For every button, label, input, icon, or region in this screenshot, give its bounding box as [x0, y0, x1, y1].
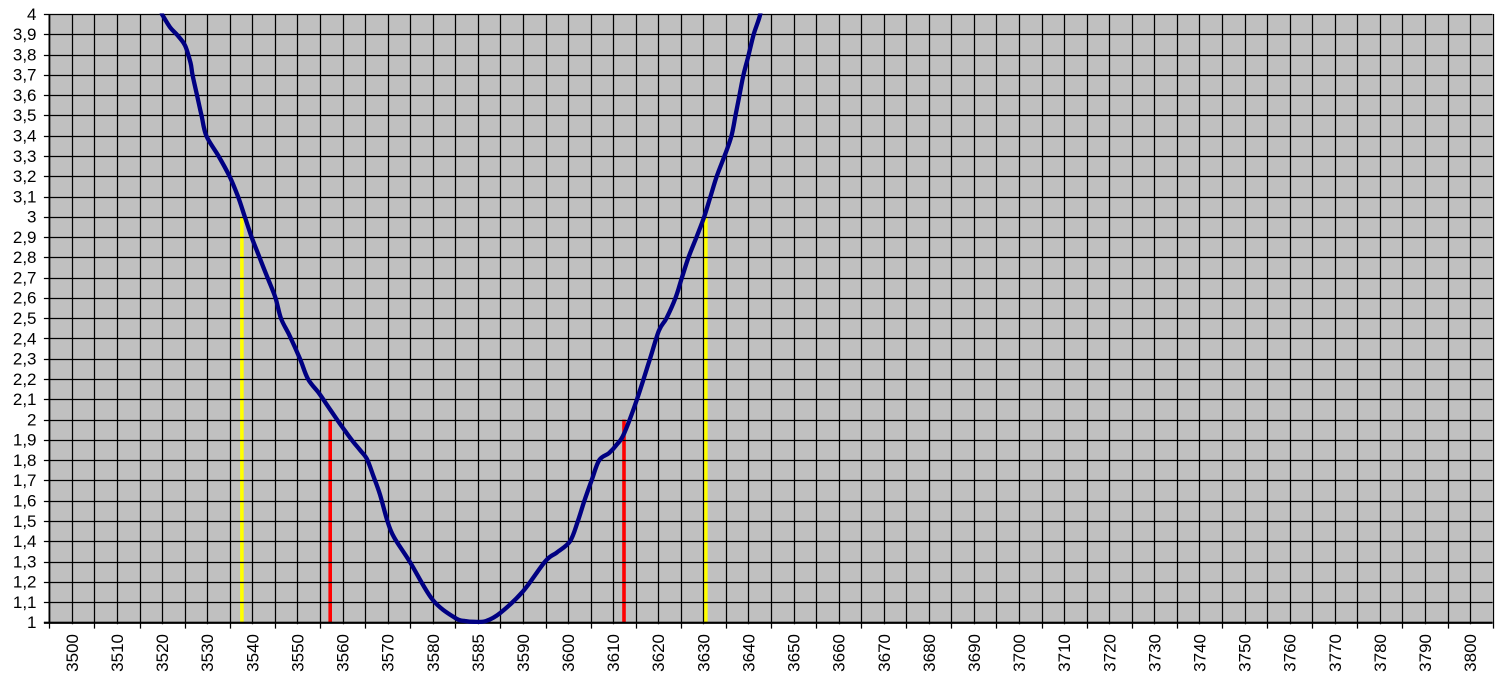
svg-text:1,4: 1,4: [13, 532, 37, 551]
svg-text:3590: 3590: [514, 634, 533, 672]
svg-text:3650: 3650: [785, 634, 804, 672]
svg-text:1,1: 1,1: [13, 593, 37, 612]
svg-text:3670: 3670: [875, 634, 894, 672]
svg-text:3800: 3800: [1461, 634, 1480, 672]
svg-text:3,7: 3,7: [13, 66, 37, 85]
svg-text:3610: 3610: [604, 634, 623, 672]
svg-text:3585: 3585: [469, 634, 488, 672]
svg-text:2,3: 2,3: [13, 350, 37, 369]
svg-text:3500: 3500: [63, 634, 82, 672]
svg-text:3700: 3700: [1010, 634, 1029, 672]
svg-text:2,5: 2,5: [13, 309, 37, 328]
svg-text:3770: 3770: [1326, 634, 1345, 672]
svg-text:3530: 3530: [198, 634, 217, 672]
svg-text:3550: 3550: [288, 634, 307, 672]
svg-text:3690: 3690: [965, 634, 984, 672]
svg-text:3640: 3640: [740, 634, 759, 672]
svg-text:3620: 3620: [649, 634, 668, 672]
svg-text:1: 1: [27, 613, 36, 632]
svg-text:3,5: 3,5: [13, 106, 37, 125]
svg-text:2,9: 2,9: [13, 228, 37, 247]
svg-text:3710: 3710: [1055, 634, 1074, 672]
svg-text:3560: 3560: [334, 634, 353, 672]
svg-text:3600: 3600: [559, 634, 578, 672]
svg-text:1,6: 1,6: [13, 492, 37, 511]
svg-text:3660: 3660: [830, 634, 849, 672]
svg-text:3780: 3780: [1371, 634, 1390, 672]
svg-text:3: 3: [27, 208, 36, 227]
svg-text:3790: 3790: [1416, 634, 1435, 672]
svg-text:1,5: 1,5: [13, 512, 37, 531]
svg-text:3,4: 3,4: [13, 127, 37, 146]
svg-text:3570: 3570: [379, 634, 398, 672]
svg-text:1,8: 1,8: [13, 451, 37, 470]
svg-text:2,4: 2,4: [13, 329, 37, 348]
svg-text:1,2: 1,2: [13, 573, 37, 592]
svg-text:2: 2: [27, 410, 36, 429]
svg-text:3630: 3630: [694, 634, 713, 672]
svg-text:3720: 3720: [1100, 634, 1119, 672]
svg-text:3,1: 3,1: [13, 187, 37, 206]
svg-text:3510: 3510: [108, 634, 127, 672]
svg-text:2,1: 2,1: [13, 390, 37, 409]
svg-text:2,8: 2,8: [13, 248, 37, 267]
svg-text:3750: 3750: [1236, 634, 1255, 672]
svg-text:3520: 3520: [153, 634, 172, 672]
svg-text:3,9: 3,9: [13, 25, 37, 44]
svg-text:2,7: 2,7: [13, 268, 37, 287]
svg-text:1,3: 1,3: [13, 552, 37, 571]
svg-text:3,8: 3,8: [13, 45, 37, 64]
svg-text:3,2: 3,2: [13, 167, 37, 186]
svg-text:3730: 3730: [1145, 634, 1164, 672]
svg-text:1,7: 1,7: [13, 471, 37, 490]
svg-text:3540: 3540: [243, 634, 262, 672]
svg-text:2,6: 2,6: [13, 289, 37, 308]
svg-text:3680: 3680: [920, 634, 939, 672]
svg-text:4: 4: [27, 5, 36, 24]
svg-text:3740: 3740: [1191, 634, 1210, 672]
svg-text:3,3: 3,3: [13, 147, 37, 166]
svg-text:2,2: 2,2: [13, 370, 37, 389]
svg-text:3580: 3580: [424, 634, 443, 672]
svg-text:3,6: 3,6: [13, 86, 37, 105]
svg-text:3760: 3760: [1281, 634, 1300, 672]
svg-text:1,9: 1,9: [13, 431, 37, 450]
